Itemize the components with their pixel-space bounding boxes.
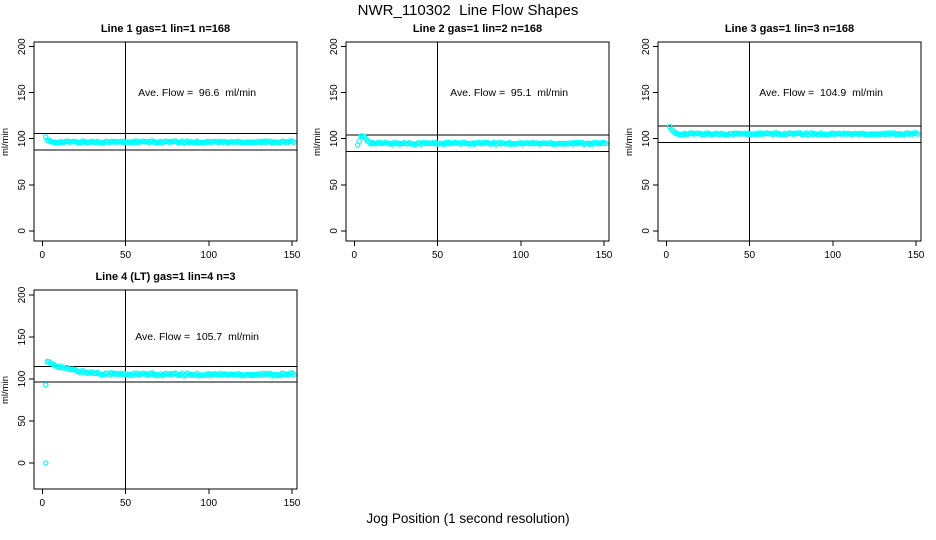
subplot-line-1: Line 1 gas=1 lin=1 n=168 ml/min Ave. Flo… xyxy=(0,20,312,270)
x-tick-label: 0 xyxy=(40,498,46,509)
x-tick-label: 100 xyxy=(200,498,217,509)
plot-frame xyxy=(657,41,922,242)
x-tick-label: 50 xyxy=(432,250,444,261)
x-tick-label: 150 xyxy=(284,250,301,261)
y-tick-label: 150 xyxy=(17,84,28,101)
y-tick-label: 0 xyxy=(641,228,652,234)
y-tick-label: 200 xyxy=(17,38,28,55)
y-tick-label: 150 xyxy=(17,328,28,345)
subplot-line-4: Line 4 (LT) gas=1 lin=4 n=3 ml/min Ave. … xyxy=(0,268,312,518)
subplot-line-2: Line 2 gas=1 lin=2 n=168 ml/min Ave. Flo… xyxy=(312,20,624,270)
x-axis-label: Jog Position (1 second resolution) xyxy=(366,511,570,526)
x-tick-label: 50 xyxy=(744,250,756,261)
main-title: NWR_110302 Line Flow Shapes xyxy=(357,2,579,19)
y-tick-label: 150 xyxy=(329,84,340,101)
y-tick-label: 100 xyxy=(17,130,28,147)
plot-frame xyxy=(33,289,298,490)
plot-frame xyxy=(33,41,298,242)
data-points xyxy=(42,134,297,146)
plot-area: 0 50 100 150 0 50 100 150 200 xyxy=(17,38,301,261)
x-tick-label: 150 xyxy=(596,250,613,261)
y-tick-label: 100 xyxy=(17,370,28,387)
y-tick-label: 200 xyxy=(641,38,652,55)
data-points xyxy=(354,133,609,149)
x-tick-label: 50 xyxy=(120,498,132,509)
subplot-title: Line 1 gas=1 lin=1 n=168 xyxy=(100,23,231,35)
ave-flow-annotation: Ave. Flow = 105.7 ml/min xyxy=(135,331,260,344)
y-tick-label: 0 xyxy=(17,460,28,466)
y-tick-label: 0 xyxy=(17,228,28,234)
y-tick-label: 200 xyxy=(329,38,340,55)
y-tick-label: 0 xyxy=(329,228,340,234)
y-tick-label: 150 xyxy=(641,84,652,101)
x-tick-label: 100 xyxy=(512,250,529,261)
subplot-title: Line 4 (LT) gas=1 lin=4 n=3 xyxy=(95,271,236,283)
subplot-line-3: Line 3 gas=1 lin=3 n=168 ml/min Ave. Flo… xyxy=(624,20,936,270)
plot-frame xyxy=(345,41,610,242)
ave-flow-annotation: Ave. Flow = 96.6 ml/min xyxy=(138,86,257,99)
x-tick-label: 100 xyxy=(200,250,217,261)
plot-area: 0 50 100 150 0 50 100 150 200 xyxy=(17,286,301,509)
y-tick-label: 50 xyxy=(329,179,340,191)
y-tick-label: 50 xyxy=(17,179,28,191)
x-tick-label: 0 xyxy=(352,250,358,261)
y-tick-label: 100 xyxy=(641,130,652,147)
ave-flow-annotation: Ave. Flow = 95.1 ml/min xyxy=(450,86,569,99)
x-tick-label: 150 xyxy=(284,498,301,509)
x-tick-label: 150 xyxy=(908,250,925,261)
subplot-title: Line 2 gas=1 lin=2 n=168 xyxy=(412,23,543,35)
plot-area: 0 50 100 150 0 50 100 150 200 xyxy=(329,38,613,261)
x-tick-label: 50 xyxy=(120,250,132,261)
data-points xyxy=(42,358,297,466)
data-points xyxy=(666,124,921,138)
x-tick-label: 0 xyxy=(40,250,46,261)
plot-area: 0 50 100 150 0 50 100 150 200 xyxy=(641,38,925,261)
y-tick-label: 50 xyxy=(17,415,28,427)
subplot-title: Line 3 gas=1 lin=3 n=168 xyxy=(724,23,855,35)
ave-flow-annotation: Ave. Flow = 104.9 ml/min xyxy=(759,86,884,99)
y-tick-label: 200 xyxy=(17,286,28,303)
y-tick-label: 50 xyxy=(641,179,652,191)
x-tick-label: 0 xyxy=(664,250,670,261)
x-tick-label: 100 xyxy=(824,250,841,261)
y-tick-label: 100 xyxy=(329,130,340,147)
